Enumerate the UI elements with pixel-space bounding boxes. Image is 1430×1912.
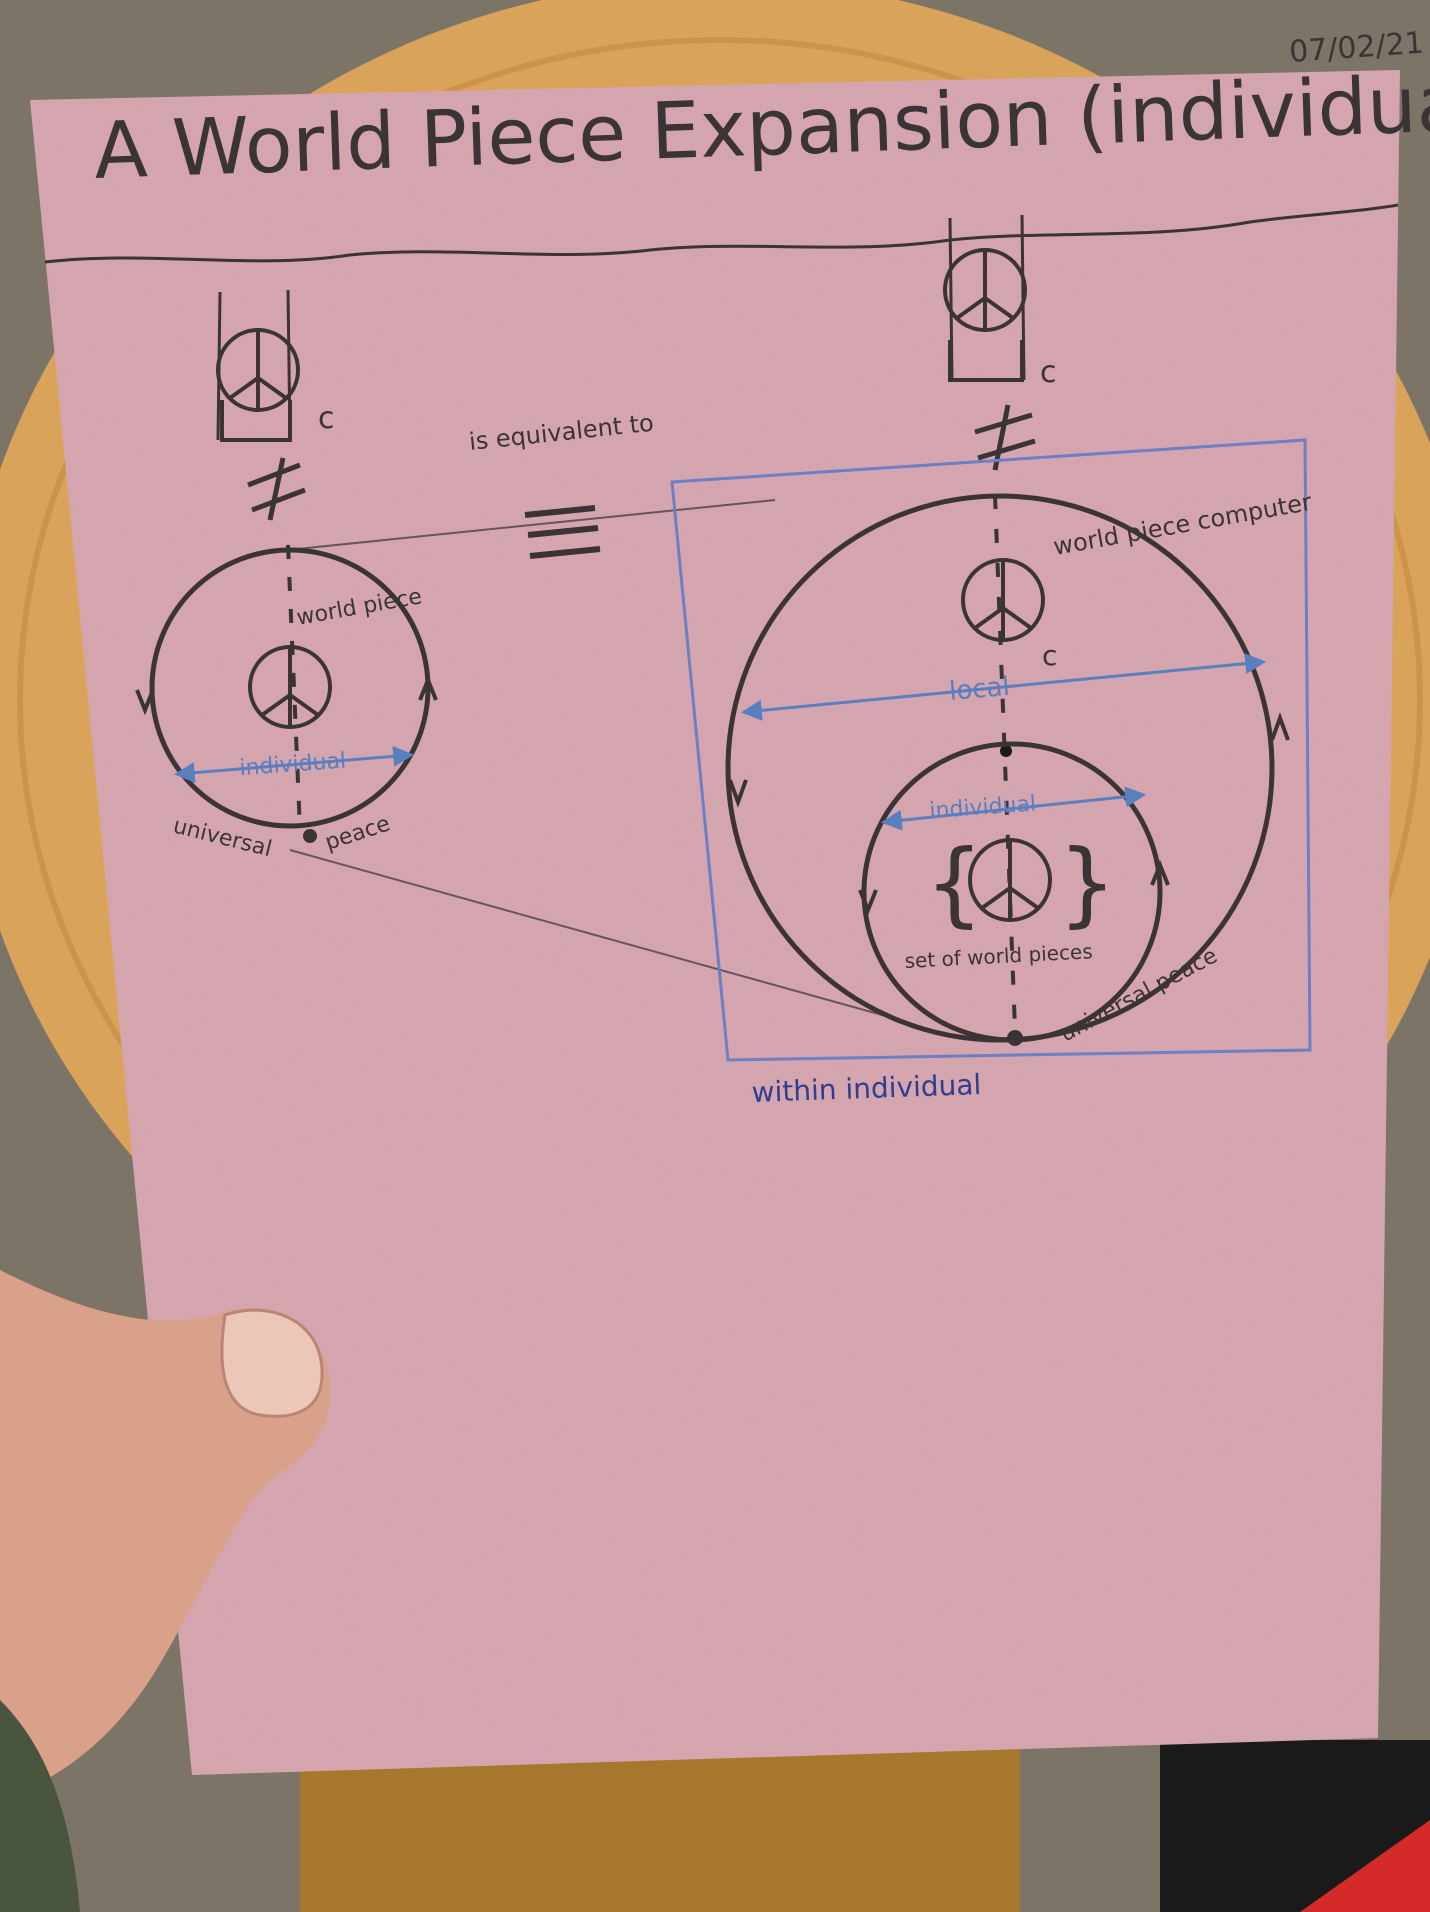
- left-arrow-up-icon: [418, 674, 438, 701]
- right-local-diameter-arrow: [740, 653, 1267, 721]
- red-object: [1300, 1820, 1430, 1912]
- left-c-label: c: [318, 401, 335, 436]
- right-c-label-inner: c: [1042, 639, 1057, 672]
- right-mid-dot: [1000, 745, 1012, 757]
- left-top-peace-symbol: [216, 289, 300, 442]
- left-bottom-dot: [303, 829, 317, 843]
- right-inner-arrow-up-icon: [1150, 859, 1170, 886]
- right-local-label: local: [948, 672, 1011, 707]
- right-brace: }: [1058, 830, 1117, 937]
- left-individual-diameter-arrow: [173, 745, 415, 784]
- right-arrow-up-icon: [1270, 712, 1290, 741]
- within-individual-frame: [670, 438, 1312, 1062]
- hand: [0, 1270, 330, 1912]
- right-c-label-top: c: [1040, 355, 1057, 390]
- right-arrow-down-icon: [728, 779, 748, 808]
- upper-connector-line: [267, 499, 776, 553]
- left-not-equal-sign: [247, 457, 306, 521]
- right-inner-arrow-down-icon: [858, 889, 878, 916]
- left-arrow-down-icon: [135, 689, 155, 716]
- triple-bar-icon: [524, 505, 601, 559]
- right-center-dashed-line: [993, 494, 1017, 1031]
- title-underline: [44, 203, 1399, 264]
- left-brace: {: [925, 830, 984, 937]
- within-individual-caption: within individual: [751, 1068, 982, 1109]
- lower-connector-line: [289, 849, 901, 1021]
- right-top-peace-symbol: [943, 214, 1027, 382]
- pants: [300, 1740, 1020, 1912]
- left-diagram: c world piece individual universal peace: [135, 289, 438, 862]
- right-individual-diameter-arrow: [880, 786, 1147, 831]
- right-bottom-dot: [1007, 1030, 1023, 1046]
